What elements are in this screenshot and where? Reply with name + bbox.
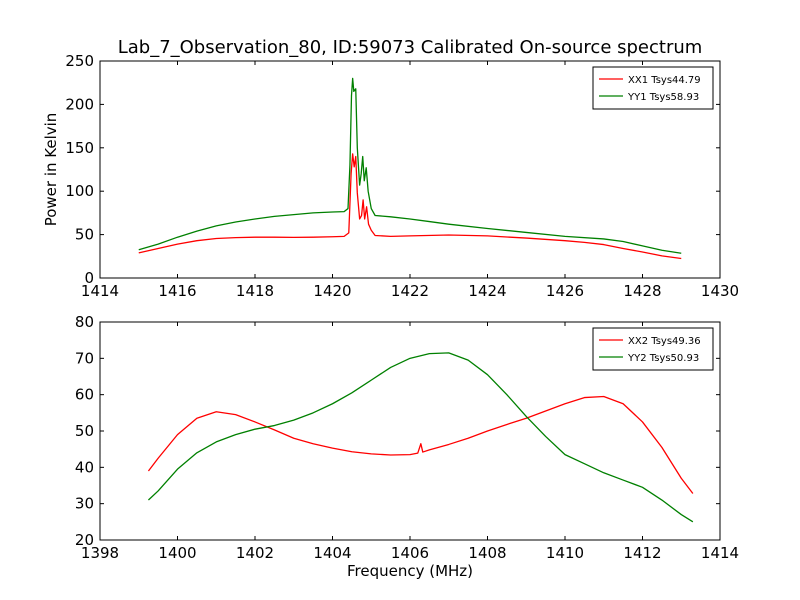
y-tick-label: 40 xyxy=(75,458,94,476)
y-tick-label: 20 xyxy=(75,531,94,549)
x-tick-label: 1412 xyxy=(623,544,661,562)
x-tick-label: 1414 xyxy=(81,282,119,300)
x-tick-label: 1402 xyxy=(236,544,274,562)
legend-label: YY1 Tsys58.93 xyxy=(627,92,699,103)
figure-title: Lab_7_Observation_80, ID:59073 Calibrate… xyxy=(118,37,703,58)
series-line-1 xyxy=(147,395,694,494)
x-tick-label: 1400 xyxy=(158,544,196,562)
series-line-1 xyxy=(138,153,682,260)
x-tick-label: 1398 xyxy=(81,544,119,562)
x-tick-label: 1406 xyxy=(391,544,429,562)
x-axis-label: Frequency (MHz) xyxy=(347,562,473,580)
legend-label: YY2 Tsys50.93 xyxy=(627,353,699,364)
x-tick-label: 1420 xyxy=(313,282,351,300)
y-tick-label: 30 xyxy=(75,495,94,513)
y-tick-label: 50 xyxy=(75,226,94,244)
y-tick-label: 50 xyxy=(75,422,94,440)
x-tick-label: 1422 xyxy=(391,282,429,300)
legend: XX2 Tsys49.36 YY2 Tsys50.93 xyxy=(592,327,714,371)
x-tick-label: 1418 xyxy=(236,282,274,300)
x-tick-label: 1424 xyxy=(468,282,506,300)
legend-label: XX2 Tsys49.36 xyxy=(628,336,701,347)
legend-box xyxy=(592,66,714,110)
x-tick-label: 1408 xyxy=(468,544,506,562)
x-tick-label: 1430 xyxy=(701,282,739,300)
legend-label: XX1 Tsys44.79 xyxy=(628,75,701,86)
x-tick-label: 1426 xyxy=(546,282,584,300)
y-tick-label: 70 xyxy=(75,349,94,367)
x-tick-label: 1416 xyxy=(158,282,196,300)
bottom-spectrum-panel: 1398 1400 1402 1404 1406 1408 1410 1412 1414 20 30… xyxy=(75,313,739,580)
series-line-2 xyxy=(138,77,682,254)
y-axis-label: Power in Kelvin xyxy=(42,113,60,227)
x-tick-label: 1414 xyxy=(701,544,739,562)
x-tick-label: 1410 xyxy=(546,544,584,562)
y-tick-label: 0 xyxy=(84,269,94,287)
legend: XX1 Tsys44.79 YY1 Tsys58.93 xyxy=(592,66,714,110)
y-tick-label: 200 xyxy=(65,95,94,113)
y-tick-label: 80 xyxy=(75,313,94,331)
series-line-2 xyxy=(147,352,694,523)
x-tick-label: 1404 xyxy=(313,544,351,562)
y-tick-label: 100 xyxy=(65,182,94,200)
x-tick-label: 1428 xyxy=(623,282,661,300)
y-tick-label: 250 xyxy=(65,52,94,70)
top-spectrum-panel: 1414 1416 1418 1420 1422 1424 1426 1428 1430 0 50 1… xyxy=(42,52,739,300)
y-tick-label: 60 xyxy=(75,386,94,404)
y-tick-label: 150 xyxy=(65,139,94,157)
legend-box xyxy=(592,327,714,371)
